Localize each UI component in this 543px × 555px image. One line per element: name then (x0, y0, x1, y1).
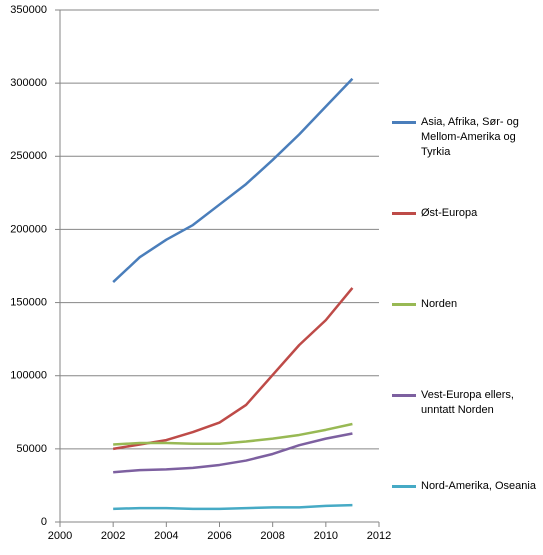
series-line (113, 503, 353, 511)
legend-swatch (392, 303, 416, 306)
legend-entry: Nord-Amerika, Oseania (392, 479, 540, 494)
series-line (112, 77, 354, 284)
legend-label: Vest-Europa ellers, unntatt Norden (421, 389, 514, 416)
legend-label: Nord-Amerika, Oseania (421, 480, 536, 492)
x-tick-label: 2012 (367, 530, 391, 542)
legend-swatch (392, 121, 416, 124)
legend-label: Øst-Europa (421, 207, 478, 219)
y-tick-label: 100000 (10, 370, 47, 382)
y-tick-label: 250000 (10, 150, 47, 162)
y-tick-label: 200000 (10, 223, 47, 235)
x-tick-label: 2002 (101, 530, 125, 542)
y-tick-label: 50000 (16, 443, 47, 455)
legend-swatch (392, 485, 416, 488)
series-line (113, 432, 353, 474)
y-tick-label: 150000 (10, 296, 47, 308)
y-tick-label: 350000 (10, 4, 47, 16)
x-tick-label: 2008 (260, 530, 284, 542)
y-tick-label: 0 (41, 516, 47, 528)
y-tick-label: 300000 (10, 77, 47, 89)
legend-entry: Øst-Europa (392, 206, 540, 221)
x-tick-label: 2010 (314, 530, 338, 542)
x-tick-label: 2006 (207, 530, 231, 542)
legend-entry: Norden (392, 297, 540, 312)
series-line (113, 422, 353, 446)
legend-entry: Vest-Europa ellers, unntatt Norden (392, 388, 540, 418)
x-tick-label: 2000 (48, 530, 72, 542)
legend-label: Norden (421, 298, 458, 310)
legend-entry: Asia, Afrika, Sør- og Mellom-Amerika og … (392, 115, 540, 160)
legend-label: Asia, Afrika, Sør- og Mellom-Amerika og … (421, 116, 519, 158)
legend-swatch (392, 212, 416, 215)
x-tick-label: 2004 (154, 530, 178, 542)
series-line (112, 287, 354, 451)
legend-swatch (392, 394, 416, 397)
